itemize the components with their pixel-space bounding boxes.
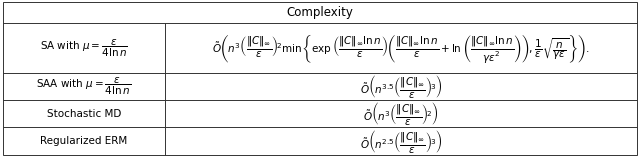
Text: Regularized ERM: Regularized ERM — [40, 136, 127, 146]
Text: Stochastic MD: Stochastic MD — [47, 109, 121, 119]
Text: SAA with $\mu = \dfrac{\varepsilon}{4\ln n}$: SAA with $\mu = \dfrac{\varepsilon}{4\ln… — [36, 76, 131, 97]
Text: $\tilde{O}\left(n^{3.5}\left(\dfrac{\|C\|_\infty}{\varepsilon}\right)^{\!3}\righ: $\tilde{O}\left(n^{3.5}\left(\dfrac{\|C\… — [360, 73, 442, 100]
Text: Complexity: Complexity — [287, 6, 353, 19]
Text: $\tilde{O}\left(n^{2.5}\left(\dfrac{\|C\|_\infty}{\varepsilon}\right)^{\!3}\righ: $\tilde{O}\left(n^{2.5}\left(\dfrac{\|C\… — [360, 127, 442, 154]
Text: $\tilde{O}\left(n^3\left(\dfrac{\|C\|_\infty}{\varepsilon}\right)^{\!2}\min\left: $\tilde{O}\left(n^3\left(\dfrac{\|C\|_\i… — [212, 32, 589, 65]
Text: SA with $\mu = \dfrac{\varepsilon}{4\ln n}$: SA with $\mu = \dfrac{\varepsilon}{4\ln … — [40, 37, 128, 59]
Text: $\tilde{O}\left(n^{3}\left(\dfrac{\|C\|_\infty}{\varepsilon}\right)^{\!2}\right): $\tilde{O}\left(n^{3}\left(\dfrac{\|C\|_… — [363, 100, 438, 127]
